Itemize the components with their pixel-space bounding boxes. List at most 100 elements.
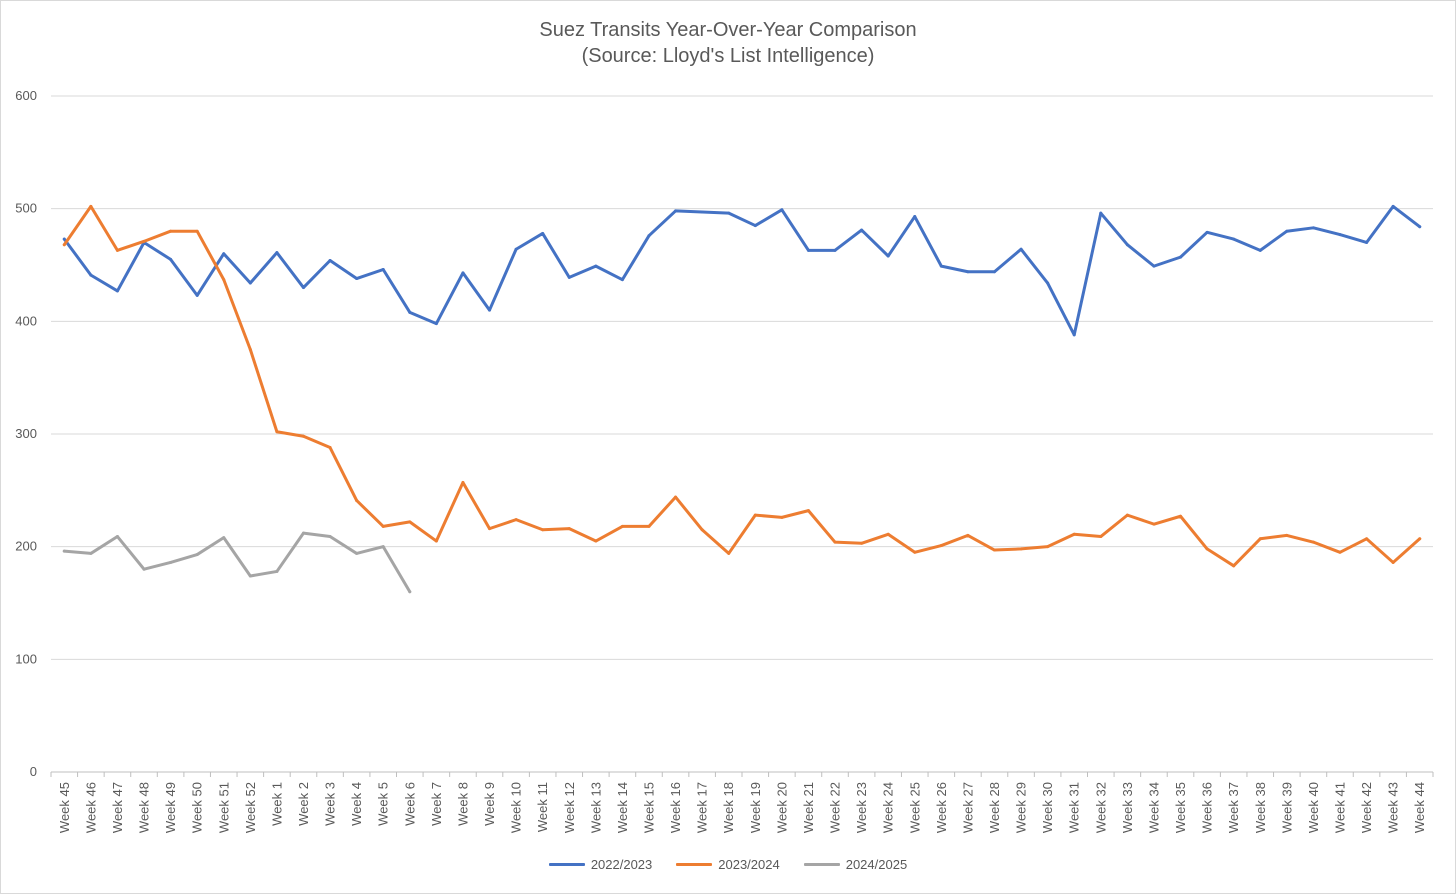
data-point <box>275 569 279 573</box>
data-point <box>594 539 598 543</box>
y-tick-label: 500 <box>15 201 37 216</box>
data-point <box>966 270 970 274</box>
data-point <box>301 434 305 438</box>
data-point <box>355 277 359 281</box>
x-tick-label: Week 24 <box>881 782 896 833</box>
data-point <box>461 480 465 484</box>
x-tick-label: Week 50 <box>190 782 205 833</box>
data-point <box>1338 550 1342 554</box>
data-point <box>1285 533 1289 537</box>
x-tick-label: Week 15 <box>641 782 656 833</box>
x-tick-label: Week 28 <box>987 782 1002 833</box>
x-tick-label: Week 49 <box>163 782 178 833</box>
y-tick-label: 100 <box>15 651 37 666</box>
data-point <box>620 278 624 282</box>
data-point <box>381 268 385 272</box>
data-point <box>169 229 173 233</box>
x-tick-label: Week 3 <box>323 782 338 826</box>
data-point <box>1285 229 1289 233</box>
data-point <box>1179 255 1183 259</box>
x-tick-label: Week 23 <box>854 782 869 833</box>
x-tick-label: Week 42 <box>1359 782 1374 833</box>
data-point <box>674 495 678 499</box>
data-point <box>434 539 438 543</box>
data-point <box>1019 247 1023 251</box>
data-point <box>115 289 119 293</box>
data-point <box>620 524 624 528</box>
series-points-2024-2025 <box>62 531 412 594</box>
legend-item: 2022/2023 <box>548 857 652 872</box>
series-line-2022-2023 <box>62 204 1422 337</box>
data-point <box>301 286 305 290</box>
x-tick-label: Week 6 <box>402 782 417 826</box>
data-point <box>753 513 757 517</box>
x-tick-label: Week 29 <box>1014 782 1029 833</box>
data-point <box>62 237 66 241</box>
data-point <box>727 211 731 215</box>
data-point <box>1418 225 1422 229</box>
data-point <box>939 264 943 268</box>
data-point <box>195 553 199 557</box>
data-point <box>913 215 917 219</box>
data-point <box>780 515 784 519</box>
data-point <box>992 548 996 552</box>
data-point <box>1391 204 1395 208</box>
data-point <box>115 248 119 252</box>
x-tick-label: Week 34 <box>1146 782 1161 833</box>
data-point <box>1311 540 1315 544</box>
x-tick-label: Week 17 <box>695 782 710 833</box>
data-point <box>860 541 864 545</box>
data-point <box>700 210 704 214</box>
data-point <box>1232 237 1236 241</box>
x-tick-label: Week 35 <box>1173 782 1188 833</box>
data-point <box>1205 547 1209 551</box>
data-point <box>248 574 252 578</box>
data-point <box>328 446 332 450</box>
x-tick-label: Week 22 <box>828 782 843 833</box>
data-point <box>1152 264 1156 268</box>
data-point <box>700 528 704 532</box>
y-tick-label: 200 <box>15 539 37 554</box>
data-point <box>408 310 412 314</box>
data-point <box>1418 537 1422 541</box>
data-point <box>541 528 545 532</box>
series-lines <box>62 204 1422 594</box>
x-tick-label: Week 10 <box>509 782 524 833</box>
data-point <box>488 308 492 312</box>
x-tick-label: Week 11 <box>535 782 550 832</box>
x-axis: Week 45 Week 46 Week 47 Week 48 Week 49 Week … <box>50 772 1434 833</box>
x-tick-label: Week 25 <box>907 782 922 833</box>
y-tick-label: 400 <box>15 313 37 328</box>
x-tick-label: Week 52 <box>243 782 258 833</box>
data-point <box>195 293 199 297</box>
x-tick-label: Week 20 <box>774 782 789 833</box>
x-tick-label: Week 14 <box>615 782 630 833</box>
data-point <box>674 209 678 213</box>
x-tick-label: Week 40 <box>1306 782 1321 833</box>
x-tick-label: Week 18 <box>721 782 736 833</box>
data-point <box>1205 230 1209 234</box>
x-tick-label: Week 44 <box>1412 782 1427 833</box>
x-tick-label: Week 19 <box>748 782 763 833</box>
data-point <box>806 509 810 513</box>
x-tick-label: Week 41 <box>1332 782 1347 833</box>
data-point <box>514 247 518 251</box>
legend: 2022/2023 2023/2024 2024/2025 <box>1 857 1455 872</box>
x-tick-label: Week 4 <box>349 782 364 826</box>
x-tick-label: Week 13 <box>588 782 603 833</box>
data-point <box>89 273 93 277</box>
data-point <box>461 271 465 275</box>
x-tick-label: Week 31 <box>1067 782 1082 833</box>
x-tick-label: Week 45 <box>57 782 72 833</box>
x-tick-label: Week 37 <box>1226 782 1241 833</box>
data-point <box>488 527 492 531</box>
data-point <box>1391 560 1395 564</box>
data-point <box>275 430 279 434</box>
data-point <box>1179 514 1183 518</box>
data-point <box>1019 547 1023 551</box>
data-point <box>647 524 651 528</box>
y-axis: 0 100 200 300 400 500 600 <box>15 88 37 779</box>
x-tick-label: Week 2 <box>296 782 311 826</box>
x-tick-label: Week 43 <box>1386 782 1401 833</box>
legend-swatch <box>676 863 713 866</box>
